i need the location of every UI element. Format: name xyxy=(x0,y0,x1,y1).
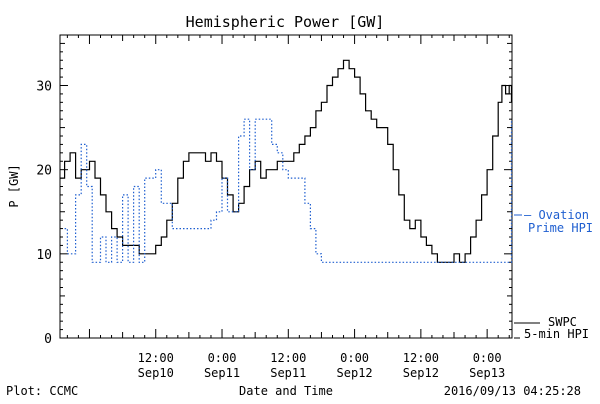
y-tick-label: 10 xyxy=(36,248,52,263)
series-line-ovation xyxy=(64,118,513,263)
x-tick-label-time: 12:00 xyxy=(270,351,306,365)
x-tick-label-date: Sep11 xyxy=(270,366,306,380)
y-axis-label: P [GW] xyxy=(7,164,21,207)
footer-timestamp: 2016/09/13 04:25:28 xyxy=(444,384,581,398)
x-tick-label-date: Sep12 xyxy=(337,366,373,380)
y-tick-label: 20 xyxy=(36,164,52,179)
x-tick-label-date: Sep12 xyxy=(403,366,439,380)
footer-plot-credit: Plot: CCMC xyxy=(6,384,78,398)
x-tick-label-date: Sep10 xyxy=(138,366,174,380)
y-axis-ticks: 0 10 20 30 xyxy=(36,42,512,347)
chart-title: Hemispheric Power [GW] xyxy=(186,13,385,31)
x-tick-label-time: 0:00 xyxy=(473,351,502,365)
y-tick-label: 0 xyxy=(44,332,52,347)
series-layer xyxy=(60,59,513,263)
y-tick-label: 30 xyxy=(36,80,52,95)
x-tick-label-time: 12:00 xyxy=(138,351,174,365)
x-tick-label-time: 0:00 xyxy=(340,351,369,365)
footer-x-axis-title: Date and Time xyxy=(239,384,333,398)
x-axis-ticks: 12:00Sep100:00Sep1112:00Sep110:00Sep1212… xyxy=(66,35,510,380)
legend-label-ovation-2: Prime HPI xyxy=(528,221,593,235)
x-tick-label-time: 12:00 xyxy=(403,351,439,365)
legend-label-ovation: – Ovation xyxy=(524,208,589,222)
legend-label-swpc-2: 5-min HPI xyxy=(524,327,589,341)
x-tick-label-date: Sep11 xyxy=(204,366,240,380)
x-tick-label-time: 0:00 xyxy=(208,351,237,365)
legend-label-swpc: SWPC xyxy=(548,315,577,329)
x-tick-label-date: Sep13 xyxy=(469,366,505,380)
